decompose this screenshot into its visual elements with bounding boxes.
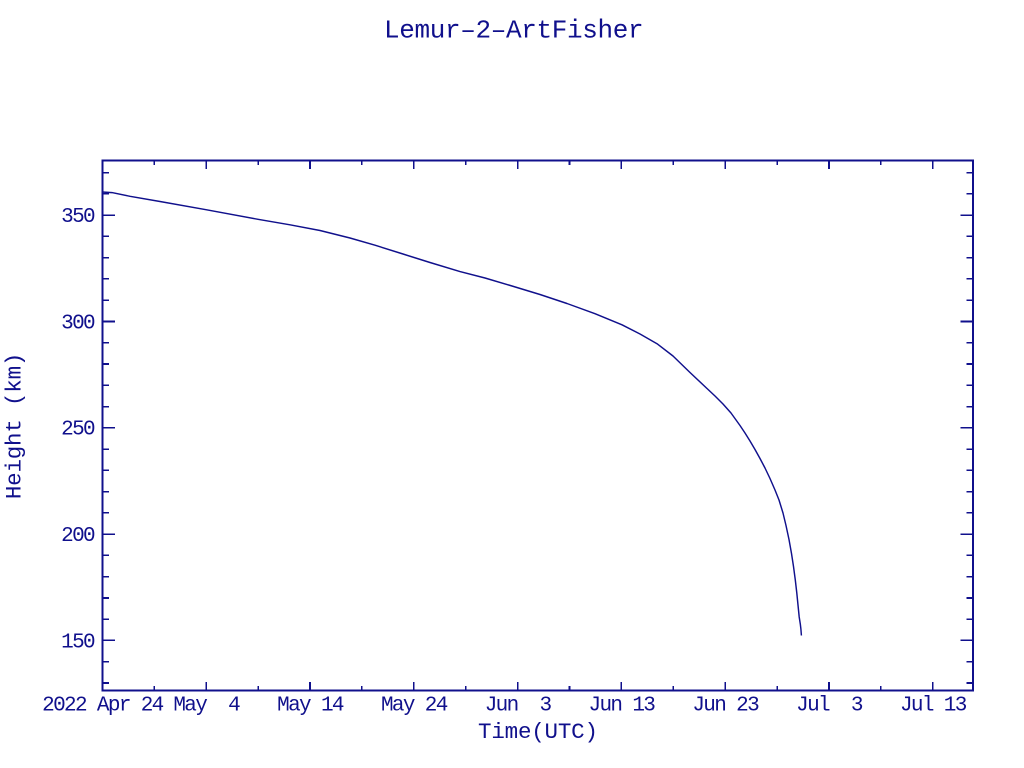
svg-text:Jul 13: Jul 13 [900, 695, 967, 718]
svg-text:Time(UTC): Time(UTC) [478, 719, 598, 745]
svg-text:Jun 3: Jun 3 [485, 695, 552, 718]
svg-text:2022 Apr 24: 2022 Apr 24 [42, 695, 164, 718]
svg-text:May 14: May 14 [277, 695, 344, 718]
svg-text:250: 250 [61, 419, 95, 442]
svg-text:150: 150 [61, 631, 95, 654]
svg-text:Jul 3: Jul 3 [796, 695, 863, 718]
svg-text:300: 300 [61, 312, 95, 335]
svg-text:350: 350 [61, 206, 95, 229]
svg-text:Height (km): Height (km) [2, 353, 28, 499]
svg-text:Jun 13: Jun 13 [589, 695, 656, 718]
svg-text:Jun 23: Jun 23 [692, 695, 759, 718]
svg-text:200: 200 [61, 525, 95, 548]
svg-text:May 4: May 4 [173, 695, 240, 718]
svg-text:Lemur–2–ArtFisher: Lemur–2–ArtFisher [384, 15, 643, 45]
svg-text:May 24: May 24 [381, 695, 448, 718]
